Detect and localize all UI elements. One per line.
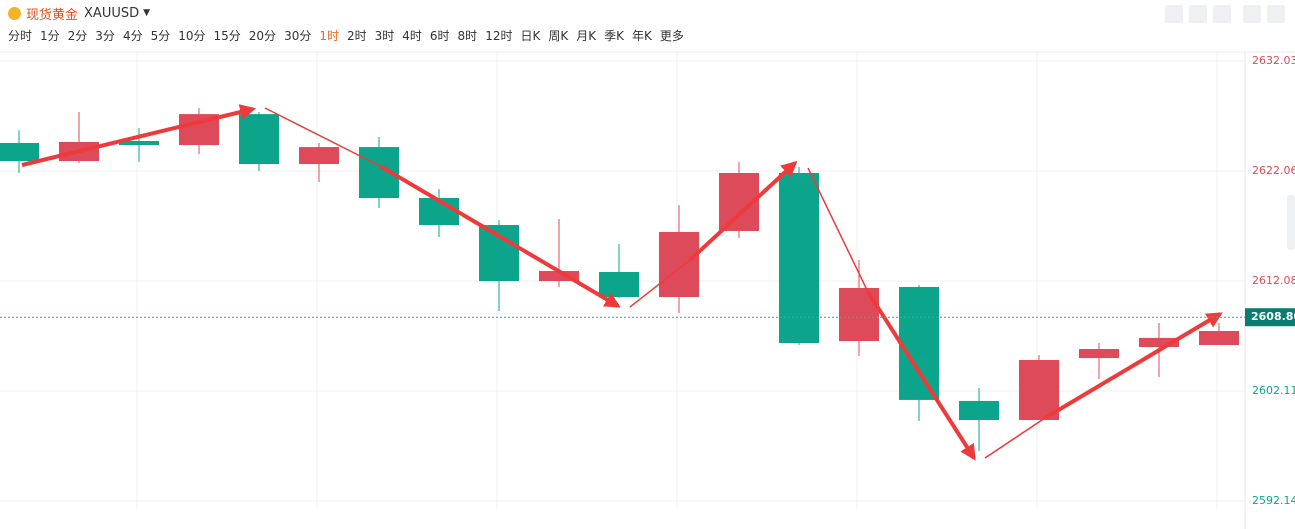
last-price-box — [1245, 308, 1295, 327]
tool-button[interactable] — [1267, 5, 1285, 23]
last-price-label: 2608.80 — [1251, 310, 1295, 323]
tool-button[interactable] — [1243, 5, 1261, 23]
interval-button[interactable]: 1分 — [40, 29, 60, 43]
candle-body — [539, 271, 579, 282]
candle-body — [899, 287, 939, 400]
candle-body — [239, 114, 279, 165]
candle-body — [1139, 337, 1179, 347]
candle-body — [1199, 331, 1239, 346]
candle-body — [779, 172, 819, 344]
candle-body — [299, 147, 339, 165]
interval-button[interactable]: 10分 — [178, 29, 206, 43]
interval-button[interactable]: 分时 — [8, 29, 33, 43]
interval-button[interactable]: 2分 — [67, 29, 88, 43]
interval-button[interactable]: 8时 — [457, 29, 478, 43]
y-tick-label: 2612.08 — [1252, 274, 1295, 287]
interval-bar: 分时 1分 2分 3分 4分 5分 10分 15分 20分 30分 1时 2时 3时 4时 6时 8时 12时日… — [8, 27, 684, 44]
tool-button[interactable] — [1189, 5, 1207, 23]
candle-body — [959, 400, 999, 421]
interval-button[interactable]: 4时 — [402, 29, 422, 43]
interval-button[interactable]: 15分 — [213, 29, 241, 43]
interval-button[interactable]: 3分 — [95, 29, 115, 43]
trend-arrows — [21, 104, 1223, 461]
interval-button[interactable]: 12时 — [485, 29, 513, 43]
interval-button[interactable]: 季K — [604, 29, 624, 43]
y-tick-label: 2602.11 — [1252, 384, 1295, 397]
candle-body — [1079, 348, 1119, 359]
candle-body — [599, 272, 639, 298]
interval-button[interactable]: 周K — [548, 29, 569, 43]
interval-button[interactable]: 日K — [520, 29, 541, 43]
candle-body — [839, 287, 879, 342]
interval-button[interactable]: 6时 — [429, 29, 450, 43]
y-tick-label: 2622.06 — [1252, 164, 1295, 177]
symbol-name: 现货黄金 — [26, 7, 79, 23]
interval-button[interactable]: 2时 — [346, 29, 367, 43]
interval-button[interactable]: 5分 — [150, 29, 171, 43]
side-handle[interactable] — [1287, 195, 1295, 250]
y-tick-label: 2632.03 — [1252, 54, 1295, 67]
candle-body — [1019, 360, 1059, 421]
y-tick-label: 2592.14 — [1252, 494, 1295, 507]
candle-body — [479, 225, 519, 282]
interval-button[interactable]: 1时 — [319, 29, 339, 43]
interval-button[interactable]: 更多 — [659, 29, 684, 43]
candle-body — [659, 231, 699, 298]
tool-button[interactable] — [1165, 5, 1183, 23]
symbol-header[interactable]: 现货黄金 XAUUSD ▼ — [8, 3, 150, 23]
symbol-code: XAUUSD — [84, 5, 140, 21]
candles — [0, 52, 1245, 509]
interval-button[interactable]: 30分 — [284, 29, 312, 43]
candle-body — [119, 140, 159, 146]
interval-button[interactable]: 20分 — [248, 29, 277, 43]
interval-button[interactable]: 4分 — [122, 29, 143, 43]
tool-button[interactable] — [1213, 5, 1231, 23]
interval-button[interactable]: 年K — [631, 29, 652, 43]
tool-icons — [1165, 5, 1285, 23]
dropdown-caret: ▼ — [143, 8, 151, 18]
candle-body — [0, 142, 39, 162]
gold-icon — [8, 6, 21, 20]
interval-button[interactable]: 月K — [576, 29, 597, 43]
interval-button[interactable]: 3时 — [374, 29, 395, 43]
